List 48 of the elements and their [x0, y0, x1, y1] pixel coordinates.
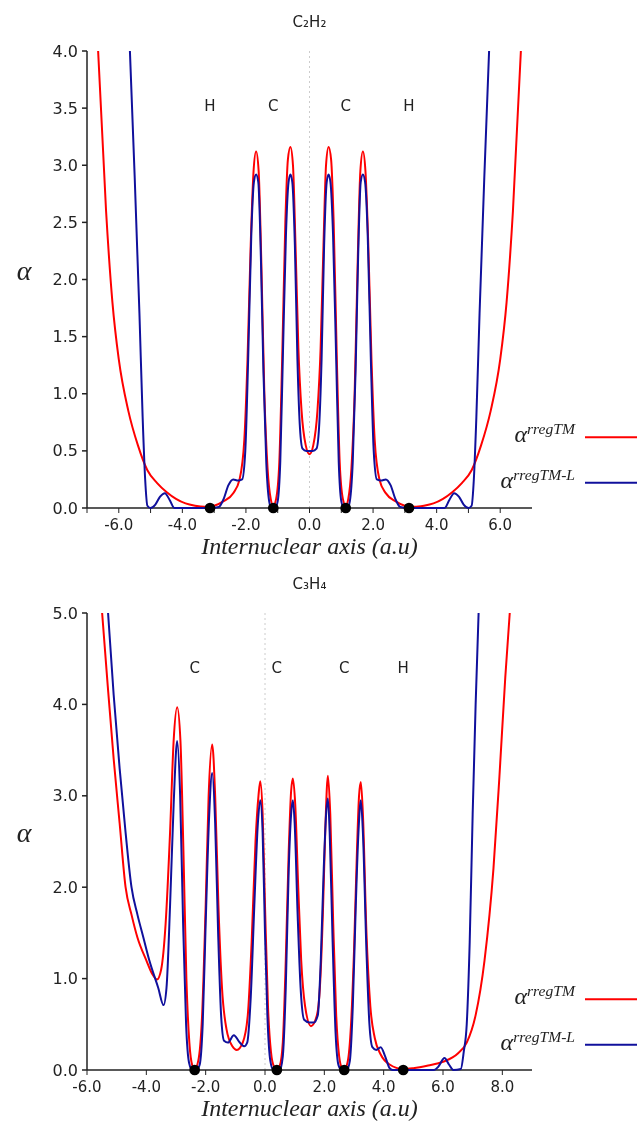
annotation: C [189, 659, 200, 678]
y-tick-label: 3.0 [52, 155, 78, 175]
legend-label: α$^{rregTM}$ [514, 419, 576, 447]
legend-label: α$^{rregTM-L}$ [500, 1027, 575, 1055]
y-tick-label: 0.0 [52, 1060, 78, 1080]
x-axis-title: Internuclear axis (a.u) [200, 1095, 418, 1121]
x-tick-label: 2.0 [312, 1078, 337, 1096]
x-tick-label: 6.0 [488, 516, 513, 534]
y-tick-label: 0.5 [52, 441, 78, 461]
y-tick-label: 3.0 [52, 786, 78, 806]
x-tick-label: 0.0 [297, 516, 322, 534]
annotation: C [268, 97, 279, 116]
x-tick-label: -6.0 [104, 516, 134, 534]
y-tick-label: 2.5 [52, 212, 78, 232]
x-tick-label: -4.0 [131, 1078, 161, 1096]
x-tick-label: -6.0 [72, 1078, 102, 1096]
x-tick-label: 6.0 [431, 1078, 455, 1096]
annotation: C [271, 659, 283, 678]
y-tick-label: 3.5 [52, 98, 78, 118]
x-tick-label: -2.0 [191, 1078, 221, 1096]
y-tick-label: 2.0 [52, 877, 78, 897]
y-axis-title: α [16, 816, 33, 848]
x-axis-title: Internuclear axis (a.u) [200, 533, 418, 559]
y-tick-label: 0.0 [52, 498, 78, 518]
x-tick-label: -4.0 [167, 516, 197, 534]
y-tick-label: 1.0 [52, 384, 78, 404]
annotation: H [403, 97, 415, 116]
annotation: H [397, 659, 409, 678]
y-tick-label: 5.0 [52, 603, 78, 623]
legend-label: α$^{rregTM-L}$ [500, 465, 575, 493]
legend-label: α$^{rregTM}$ [514, 981, 576, 1009]
annotation: H [204, 97, 216, 116]
y-tick-label: 2.0 [52, 270, 78, 290]
annotation: C [338, 659, 350, 678]
y-axis-title: α [16, 254, 33, 286]
y-tick-label: 4.0 [52, 41, 78, 61]
x-tick-label: 2.0 [361, 516, 385, 534]
annotation: C [340, 97, 351, 116]
chart-title: C₂H₂ [292, 13, 327, 31]
x-tick-label: 0.0 [253, 1078, 277, 1096]
x-tick-label: 4.0 [424, 516, 449, 534]
y-tick-label: 4.0 [52, 695, 78, 714]
y-tick-label: 1.0 [52, 969, 78, 989]
x-tick-label: -2.0 [231, 516, 261, 534]
chart-title: C₃H₄ [292, 575, 327, 593]
x-tick-label: 8.0 [490, 1078, 515, 1096]
x-tick-label: 4.0 [371, 1078, 396, 1096]
y-tick-label: 1.5 [52, 327, 78, 347]
